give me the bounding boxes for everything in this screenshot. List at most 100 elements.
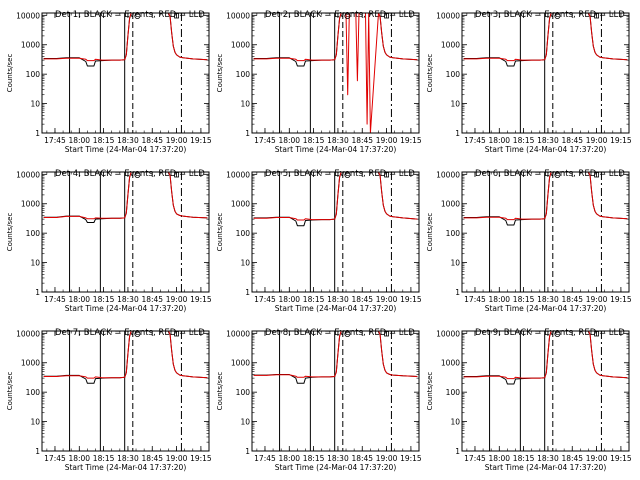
y-tick-label: 1 xyxy=(35,288,40,297)
lld-series-line xyxy=(43,331,208,379)
y-tick-label: 1 xyxy=(35,447,40,456)
detector-panel-1: Det 1: BLACK = Events, RED = LLD11010010… xyxy=(6,10,212,154)
x-tick-label: 18:00 xyxy=(68,136,90,145)
detector-panel-7: Det 7: BLACK = Events, RED = LLD11010010… xyxy=(6,328,212,472)
y-tick-label: 1000 xyxy=(231,359,250,368)
y-tick-label: 10 xyxy=(240,259,250,268)
series-group xyxy=(463,172,628,226)
x-tick-label: 18:15 xyxy=(513,295,535,304)
y-tick-label: 100 xyxy=(26,229,41,238)
y-axis-label: Counts/sec xyxy=(6,372,14,411)
x-tick-label: 17:45 xyxy=(464,295,486,304)
x-tick-label: 19:00 xyxy=(166,295,188,304)
y-tick-label: 10 xyxy=(450,100,460,109)
x-axis-label: Start Time (24-Mar-04 17:37:20) xyxy=(485,463,607,472)
x-tick-label: 18:00 xyxy=(278,136,300,145)
x-tick-label: 18:15 xyxy=(303,454,325,463)
plot-frame xyxy=(41,330,210,452)
x-tick-label: 18:00 xyxy=(278,454,300,463)
y-tick-label: 10 xyxy=(30,100,40,109)
x-tick-label: 18:15 xyxy=(93,454,115,463)
x-tick-label: 17:45 xyxy=(464,136,486,145)
x-tick-label: 17:45 xyxy=(44,136,66,145)
x-tick-label: 18:30 xyxy=(117,454,139,463)
x-tick-label: 18:45 xyxy=(141,454,163,463)
y-tick-label: 100 xyxy=(446,229,461,238)
x-tick-label: 18:15 xyxy=(513,454,535,463)
y-axis-label: Counts/sec xyxy=(426,372,434,411)
y-tick-label: 1 xyxy=(245,129,250,138)
x-tick-label: 18:00 xyxy=(488,295,510,304)
y-tick-label: 100 xyxy=(26,388,41,397)
y-tick-label: 1 xyxy=(455,288,460,297)
x-tick-label: 18:30 xyxy=(537,295,559,304)
x-tick-label: 17:45 xyxy=(254,295,276,304)
x-axis-label: Start Time (24-Mar-04 17:37:20) xyxy=(65,463,187,472)
y-tick-label: 1000 xyxy=(21,41,40,50)
y-axis-label: Counts/sec xyxy=(426,54,434,93)
plot-frame xyxy=(461,171,630,293)
x-tick-label: 18:30 xyxy=(327,454,349,463)
x-tick-label: 19:15 xyxy=(400,454,422,463)
lld-series-line xyxy=(463,13,628,62)
y-tick-label: 10000 xyxy=(226,170,250,179)
x-tick-label: 19:15 xyxy=(190,136,212,145)
y-tick-label: 1000 xyxy=(441,200,460,209)
y-tick-label: 1000 xyxy=(441,359,460,368)
x-tick-label: 19:15 xyxy=(610,295,632,304)
x-tick-label: 19:15 xyxy=(610,136,632,145)
y-tick-label: 1000 xyxy=(21,359,40,368)
series-group xyxy=(43,172,208,223)
y-axis-label: Counts/sec xyxy=(216,213,224,252)
x-tick-label: 18:00 xyxy=(68,295,90,304)
y-tick-label: 10000 xyxy=(16,11,40,20)
y-tick-label: 100 xyxy=(236,70,251,79)
x-tick-label: 19:15 xyxy=(400,295,422,304)
x-tick-label: 19:00 xyxy=(166,454,188,463)
series-group xyxy=(43,331,208,384)
x-tick-label: 18:00 xyxy=(488,136,510,145)
y-tick-label: 10000 xyxy=(436,11,460,20)
detector-panel-5: Det 5: BLACK = Events, RED = LLD11010010… xyxy=(216,169,422,313)
detector-panel-8: Det 8: BLACK = Events, RED = LLD11010010… xyxy=(216,328,422,472)
y-tick-label: 100 xyxy=(236,229,251,238)
x-tick-label: 18:30 xyxy=(327,295,349,304)
plot-frame xyxy=(461,330,630,452)
x-tick-label: 18:30 xyxy=(327,136,349,145)
y-tick-label: 1000 xyxy=(21,200,40,209)
series-group xyxy=(253,172,418,227)
x-tick-label: 18:30 xyxy=(537,454,559,463)
x-axis-label: Start Time (24-Mar-04 17:37:20) xyxy=(65,145,187,154)
y-tick-label: 1000 xyxy=(441,41,460,50)
x-tick-label: 18:30 xyxy=(117,295,139,304)
x-tick-label: 19:00 xyxy=(376,136,398,145)
x-tick-label: 19:00 xyxy=(586,295,608,304)
x-tick-label: 17:45 xyxy=(464,454,486,463)
x-tick-label: 19:00 xyxy=(376,454,398,463)
plot-frame xyxy=(251,171,420,293)
x-tick-label: 18:00 xyxy=(278,295,300,304)
x-tick-label: 18:15 xyxy=(303,295,325,304)
detector-panel-3: Det 3: BLACK = Events, RED = LLD11010010… xyxy=(426,10,632,154)
x-tick-label: 18:45 xyxy=(351,295,373,304)
series-group xyxy=(43,13,208,67)
x-axis-label: Start Time (24-Mar-04 17:37:20) xyxy=(275,304,397,313)
y-tick-label: 10000 xyxy=(226,11,250,20)
x-tick-label: 19:00 xyxy=(166,136,188,145)
y-tick-label: 10000 xyxy=(16,170,40,179)
x-tick-label: 17:45 xyxy=(44,295,66,304)
y-tick-label: 10 xyxy=(450,418,460,427)
lld-series-line xyxy=(463,331,628,380)
y-tick-label: 10 xyxy=(240,100,250,109)
series-group xyxy=(253,331,418,384)
x-tick-label: 19:00 xyxy=(376,295,398,304)
x-axis-label: Start Time (24-Mar-04 17:37:20) xyxy=(65,304,187,313)
y-tick-label: 10 xyxy=(30,259,40,268)
y-tick-label: 100 xyxy=(446,388,461,397)
x-axis-label: Start Time (24-Mar-04 17:37:20) xyxy=(275,463,397,472)
y-tick-label: 1 xyxy=(455,447,460,456)
x-tick-label: 18:45 xyxy=(351,454,373,463)
y-axis-label: Counts/sec xyxy=(6,54,14,93)
x-tick-label: 19:15 xyxy=(400,136,422,145)
plot-frame xyxy=(41,171,210,293)
